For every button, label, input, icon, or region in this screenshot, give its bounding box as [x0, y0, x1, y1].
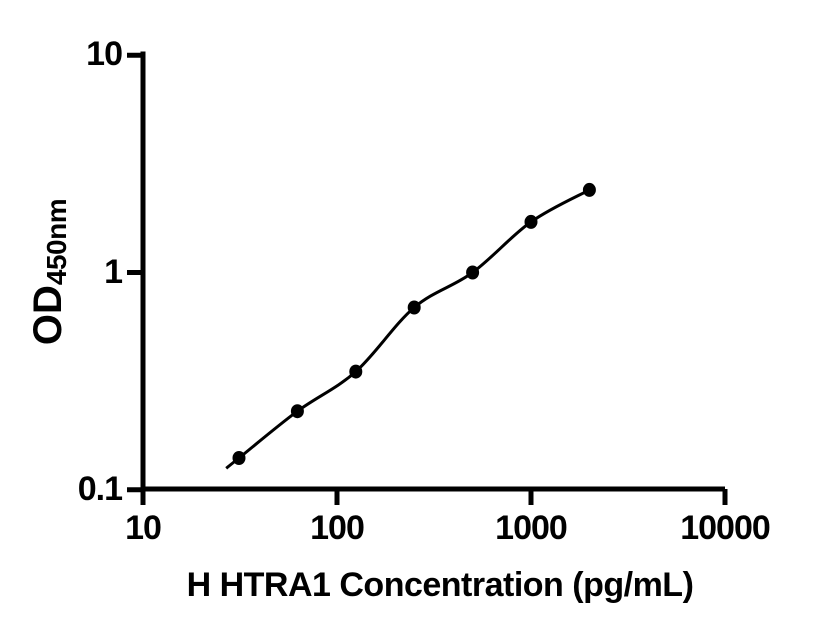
data-point [524, 214, 538, 229]
x-tick-label: 10000 [680, 509, 771, 547]
data-point [466, 265, 480, 280]
fit-curve [225, 188, 591, 470]
data-point [232, 451, 246, 465]
y-tick-label: 0.1 [77, 469, 123, 508]
y-tick-label: 1 [104, 252, 123, 291]
y-axis-title: OD450nm [24, 122, 72, 422]
data-point [582, 182, 596, 197]
x-tick-label: 10 [125, 509, 162, 547]
x-axis-title: H HTRA1 Concentration (pg/mL) [186, 566, 694, 604]
y-axis-title-subscript: 450nm [41, 198, 72, 286]
y-axis-title-main: OD [26, 285, 70, 346]
x-tick-label: 100 [310, 509, 365, 547]
axis-spine [140, 51, 725, 492]
data-point [349, 364, 363, 379]
x-tick-label: 1000 [495, 509, 568, 547]
y-tick-label: 10 [86, 35, 123, 74]
data-point [407, 300, 421, 315]
data-point [290, 404, 304, 419]
